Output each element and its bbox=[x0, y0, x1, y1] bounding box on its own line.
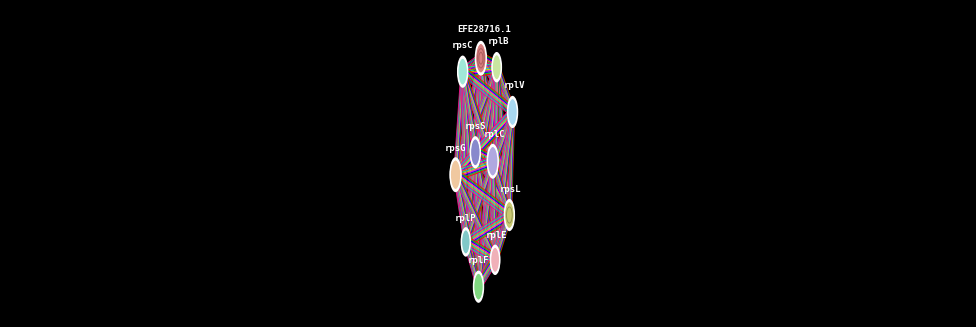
Circle shape bbox=[461, 227, 471, 257]
Circle shape bbox=[472, 270, 484, 303]
Circle shape bbox=[507, 96, 518, 128]
Circle shape bbox=[505, 201, 514, 229]
Circle shape bbox=[458, 58, 468, 85]
Circle shape bbox=[462, 230, 470, 254]
Text: rplP: rplP bbox=[455, 214, 476, 223]
Text: EFE28716.1: EFE28716.1 bbox=[457, 25, 510, 34]
Circle shape bbox=[457, 56, 468, 88]
Text: rpsS: rpsS bbox=[465, 122, 486, 131]
Text: rpsC: rpsC bbox=[452, 41, 473, 50]
Circle shape bbox=[504, 199, 515, 231]
Circle shape bbox=[491, 52, 502, 82]
Circle shape bbox=[491, 247, 500, 272]
Circle shape bbox=[473, 273, 483, 300]
Text: rplE: rplE bbox=[486, 231, 508, 240]
Circle shape bbox=[508, 98, 517, 126]
Circle shape bbox=[469, 136, 481, 168]
Circle shape bbox=[475, 43, 486, 73]
Circle shape bbox=[488, 146, 498, 176]
Circle shape bbox=[492, 55, 501, 80]
Circle shape bbox=[487, 144, 499, 179]
Circle shape bbox=[474, 41, 487, 76]
Text: rplB: rplB bbox=[488, 37, 509, 46]
Circle shape bbox=[470, 139, 480, 166]
Text: rplC: rplC bbox=[484, 130, 506, 139]
Circle shape bbox=[490, 245, 501, 275]
Text: rplF: rplF bbox=[468, 256, 489, 265]
Circle shape bbox=[450, 160, 461, 189]
Text: rpsL: rpsL bbox=[501, 184, 522, 194]
Text: rplV: rplV bbox=[504, 81, 525, 91]
Circle shape bbox=[449, 157, 462, 192]
Text: rpsG: rpsG bbox=[445, 144, 467, 153]
